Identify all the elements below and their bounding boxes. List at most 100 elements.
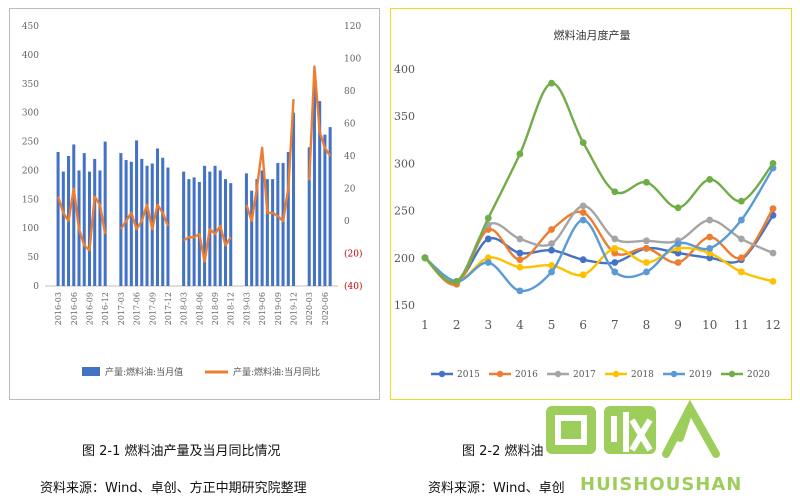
series-point-2016 xyxy=(611,249,619,257)
legend-marker-2015 xyxy=(438,370,446,378)
series-point-2019 xyxy=(674,240,682,248)
bar xyxy=(307,147,311,286)
x-tick-label: 2016-06 xyxy=(70,292,79,325)
figure-2-source: 资料来源：Wind、卓创 xyxy=(428,481,565,496)
legend-label-2019: 2019 xyxy=(689,370,712,380)
legend-label-2018: 2018 xyxy=(631,370,654,380)
x-tick-label: 2020-03 xyxy=(305,292,314,325)
legend-marker-2018 xyxy=(612,370,620,378)
x-tick-label: 5 xyxy=(548,318,556,332)
y-right-tick-label: 0 xyxy=(344,217,350,227)
series-point-2019 xyxy=(484,259,492,266)
series-point-2018 xyxy=(769,278,777,285)
y-left-tick-label: 300 xyxy=(22,109,39,119)
series-point-2018 xyxy=(548,261,555,269)
series-point-2019 xyxy=(611,268,619,276)
series-point-2020 xyxy=(484,214,492,222)
series-point-2019 xyxy=(643,268,650,276)
bar xyxy=(129,161,133,286)
bar xyxy=(161,157,165,286)
series-point-2016 xyxy=(516,256,524,264)
y-right-tick-label: 40 xyxy=(344,152,356,162)
series-point-2017 xyxy=(611,235,619,243)
legend-label-2016: 2016 xyxy=(515,370,538,380)
bar-line-chart: 0 50 100 150 200 250 300 350 400 450 (40) (20) 0 20 40… xyxy=(22,22,363,378)
x-tick-label: 2016-03 xyxy=(54,292,63,325)
series-point-2018 xyxy=(737,268,745,276)
series-point-2016 xyxy=(579,209,587,216)
bar xyxy=(250,190,254,286)
yoy-line xyxy=(183,224,232,263)
bar xyxy=(103,141,107,286)
series-point-2017 xyxy=(769,249,777,257)
bar xyxy=(87,171,91,286)
y-tick-label: 400 xyxy=(394,63,415,76)
y-left-tick-label: 0 xyxy=(33,282,39,292)
series-point-2017 xyxy=(706,216,714,224)
legend-line-label: 产量:燃料油:当月同比 xyxy=(233,366,320,378)
series-point-2020 xyxy=(516,150,524,158)
bar xyxy=(56,151,60,286)
figure-1-source: 资料来源：Wind、卓创、方正中期研究院整理 xyxy=(40,481,307,496)
y-left-tick-label: 350 xyxy=(22,80,39,90)
x-tick-label: 1 xyxy=(421,318,429,332)
x-tick-label: 6 xyxy=(579,318,587,332)
series-point-2015 xyxy=(579,256,587,264)
x-tick-label: 2016-09 xyxy=(85,292,94,325)
figure-1-caption: 图 2-1 燃料油产量及当月同比情况 xyxy=(82,444,281,459)
y-left-tick-label: 250 xyxy=(22,138,39,148)
series-point-2019 xyxy=(516,287,524,295)
series-point-2019 xyxy=(579,216,587,224)
series-point-2018 xyxy=(643,259,650,266)
bar xyxy=(187,179,191,286)
x-tick-label: 4 xyxy=(516,318,524,332)
x-tick-label: 2016-12 xyxy=(101,292,110,325)
legend-label-2017: 2017 xyxy=(573,370,596,380)
series-point-2017 xyxy=(579,202,587,210)
y-right-tick-label: 60 xyxy=(344,120,356,130)
series-point-2015 xyxy=(516,249,524,257)
yoy-line xyxy=(119,203,170,231)
y-left-tick-label: 450 xyxy=(22,22,39,32)
legend-bar-label: 产量:燃料油:当月值 xyxy=(105,366,183,378)
bar xyxy=(223,179,228,286)
y-left-tick-label: 400 xyxy=(22,51,39,61)
y-right-tick-label: 80 xyxy=(344,87,356,97)
series-point-2020 xyxy=(453,278,461,285)
series-point-2017 xyxy=(548,240,555,248)
y-left-tick-label: 200 xyxy=(22,166,39,176)
x-tick-label: 11 xyxy=(734,318,749,332)
series-point-2017 xyxy=(516,235,524,243)
bar xyxy=(323,134,327,286)
bar xyxy=(328,127,332,286)
figure-2-caption: 图 2-2 燃料油 xyxy=(462,444,544,459)
bar xyxy=(292,112,296,287)
series-point-2020 xyxy=(421,254,429,262)
bar xyxy=(61,171,65,286)
x-tick-label: 2017-03 xyxy=(117,292,126,325)
y-left-tick-label: 50 xyxy=(28,253,40,263)
bar xyxy=(244,173,248,286)
bar xyxy=(166,167,170,286)
y-tick-label: 300 xyxy=(394,157,415,170)
bar xyxy=(318,101,322,286)
y-right-tick-label: (40) xyxy=(344,281,362,292)
bar xyxy=(93,158,97,286)
bar xyxy=(286,151,290,286)
legend-label-2015: 2015 xyxy=(457,370,480,380)
bar xyxy=(255,179,259,286)
series-point-2020 xyxy=(579,139,587,147)
series-point-2018 xyxy=(516,263,524,271)
y-tick-label: 250 xyxy=(394,205,415,218)
watermark-text: HUISHOUSHANG xyxy=(580,474,740,495)
x-tick-label: 2017-12 xyxy=(164,292,173,325)
y-right-tick-label: 20 xyxy=(344,185,356,195)
y-tick-label: 150 xyxy=(394,299,415,312)
series-point-2019 xyxy=(737,216,745,224)
series-point-2018 xyxy=(579,271,587,279)
x-tick-label: 2018-03 xyxy=(180,292,189,325)
legend-marker-2016 xyxy=(496,370,504,378)
series-point-2016 xyxy=(643,244,650,252)
y-right-tick-label: 120 xyxy=(344,22,361,32)
